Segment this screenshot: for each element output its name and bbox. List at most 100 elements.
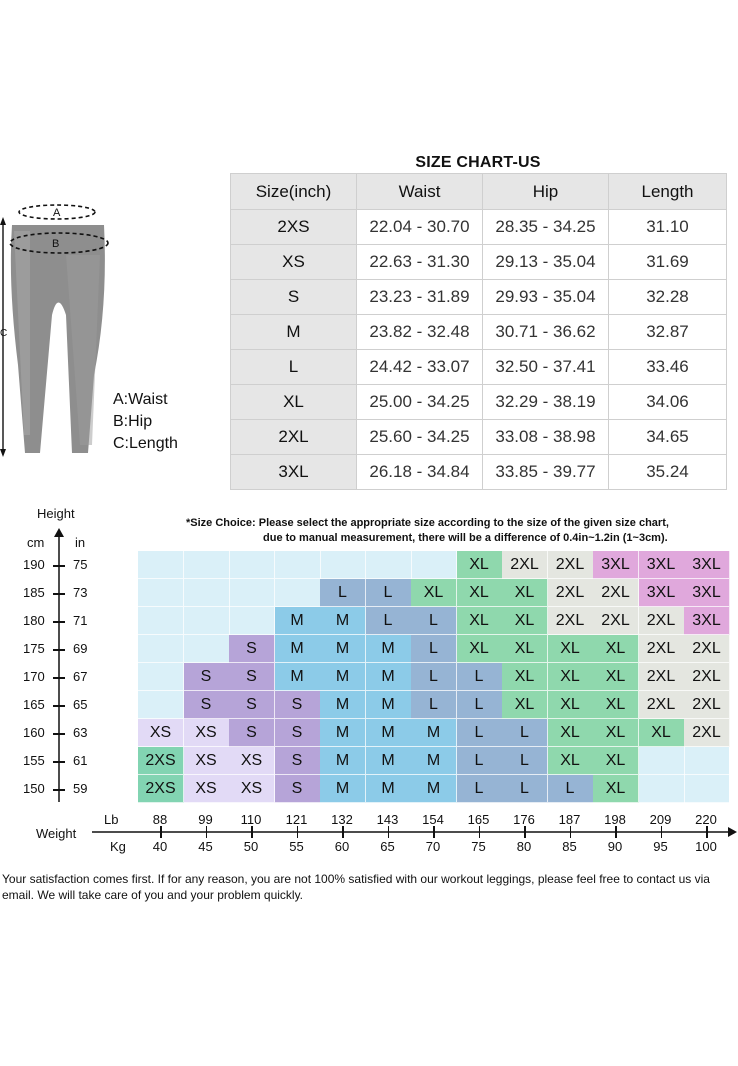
size-guide-cell: M: [320, 775, 366, 803]
height-axis: [54, 528, 64, 802]
size-guide-empty-cell: [138, 607, 184, 635]
size-cell: XL: [230, 384, 357, 420]
size-guide-empty-cell: [138, 551, 184, 579]
weight-tick: [524, 826, 526, 838]
height-tick: [53, 593, 65, 595]
size-guide-cell: XL: [502, 607, 548, 635]
size-guide-cell: XL: [502, 663, 548, 691]
waist-cell: 25.00 - 34.25: [356, 384, 483, 420]
weight-kg-label: 50: [243, 839, 259, 854]
size-guide-cell: XL: [593, 691, 639, 719]
size-guide-cell: 2XL: [684, 635, 730, 663]
size-guide-empty-cell: [638, 747, 685, 775]
size-cell: 2XL: [230, 419, 357, 455]
size-guide-empty-cell: [138, 663, 184, 691]
height-tick: [53, 761, 65, 763]
size-guide-cell: 2XL: [547, 607, 594, 635]
hip-cell: 32.29 - 38.19: [482, 384, 609, 420]
weight-lb-label: 132: [331, 812, 353, 827]
size-guide-cell: 2XL: [638, 635, 685, 663]
height-in-label: 73: [73, 585, 88, 600]
size-guide-cell: XL: [547, 663, 594, 691]
size-note-line1: *Size Choice: Please select the appropri…: [186, 517, 669, 529]
size-guide-cell: XL: [547, 719, 594, 747]
size-guide-cell: 3XL: [684, 579, 730, 607]
weight-tick: [205, 826, 207, 838]
length-cell: 34.06: [608, 384, 727, 420]
size-guide-cell: XL: [593, 747, 639, 775]
size-guide-cell: 3XL: [684, 551, 730, 579]
size-guide-cell: 2XL: [593, 579, 639, 607]
size-guide-cell: M: [365, 775, 412, 803]
size-cell: M: [230, 314, 357, 350]
size-guide-cell: M: [320, 607, 366, 635]
weight-kg-label: 65: [380, 839, 395, 854]
size-guide-cell: XL: [593, 719, 639, 747]
size-guide-cell: XL: [547, 747, 594, 775]
size-guide-cell: M: [411, 747, 457, 775]
leggings-shading: [14, 231, 30, 435]
size-guide-cell: L: [502, 719, 548, 747]
weight-kg-label: 100: [695, 839, 717, 854]
weight-kg-label: 85: [562, 839, 577, 854]
size-chart-row: 2XS 22.04 - 30.70 28.35 - 34.25 31.10: [230, 209, 727, 245]
height-cm-label: 180: [23, 613, 45, 628]
waist-marker-label: A: [53, 207, 61, 219]
header-hip: Hip: [482, 173, 609, 210]
size-guide-empty-cell: [183, 579, 230, 607]
size-chart-title: SIZE CHART-US: [415, 154, 541, 171]
size-chart-header-row: Size(inch) Waist Hip Length: [230, 173, 727, 210]
size-guide-cell: XL: [593, 663, 639, 691]
height-tick: [53, 733, 65, 735]
size-guide-cell: 2XL: [593, 607, 639, 635]
size-guide-cell: XL: [502, 579, 548, 607]
hip-cell: 30.71 - 36.62: [482, 314, 609, 350]
length-cell: 31.69: [608, 244, 727, 280]
size-guide-cell: 2XS: [138, 747, 184, 775]
in-unit-label: in: [75, 535, 86, 550]
size-guide-empty-cell: [411, 551, 457, 579]
weight-kg-label: 70: [425, 839, 441, 854]
size-guide-cell: 3XL: [638, 551, 685, 579]
size-guide-cell: L: [365, 607, 412, 635]
size-guide-cell: L: [456, 747, 503, 775]
cm-unit-label: cm: [27, 535, 45, 550]
hip-cell: 29.93 - 35.04: [482, 279, 609, 315]
size-guide-cell: 2XL: [502, 551, 548, 579]
size-guide-cell: L: [456, 775, 503, 803]
length-cell: 32.87: [608, 314, 727, 350]
size-guide-empty-cell: [638, 775, 685, 803]
lb-unit-label: Lb: [104, 812, 119, 827]
length-arrow-top: [0, 217, 6, 225]
height-tick: [53, 789, 65, 791]
hip-cell: 33.85 - 39.77: [482, 454, 609, 490]
height-cm-label: 175: [23, 641, 45, 656]
size-guide-cell: XL: [456, 551, 503, 579]
size-note-line2: due to manual measurement, there will be…: [263, 532, 668, 544]
size-guide-grid: XL 2XL 2XL 3XL 3XL 3XL L L XL XL XL 2XL 2XL 3XL 3XL M M L…: [138, 551, 730, 803]
height-cm-label: 160: [23, 725, 45, 740]
size-guide-cell: M: [320, 719, 366, 747]
size-guide-cell: M: [365, 635, 412, 663]
header-waist: Waist: [356, 173, 483, 210]
size-guide-empty-cell: [138, 579, 184, 607]
weight-kg-label: 55: [289, 839, 304, 854]
height-in-label: 63: [73, 725, 88, 740]
length-cell: 32.28: [608, 279, 727, 315]
size-guide-cell: XL: [456, 635, 503, 663]
weight-lb-label: 99: [198, 812, 213, 827]
size-guide-cell: S: [274, 775, 321, 803]
weight-lb-label: 88: [152, 812, 168, 827]
height-in-label: 59: [73, 781, 88, 796]
height-cm-label: 170: [23, 669, 45, 684]
waist-cell: 25.60 - 34.25: [356, 419, 483, 455]
size-guide-cell: S: [183, 663, 230, 691]
size-guide-cell: S: [183, 691, 230, 719]
size-guide-cell: L: [411, 691, 457, 719]
size-guide-cell: S: [229, 635, 275, 663]
size-guide-cell: 3XL: [684, 607, 730, 635]
weight-tick: [387, 826, 389, 838]
size-guide-cell: 2XS: [138, 775, 184, 803]
weight-lb-label: 143: [376, 812, 399, 827]
size-guide-empty-cell: [684, 747, 730, 775]
